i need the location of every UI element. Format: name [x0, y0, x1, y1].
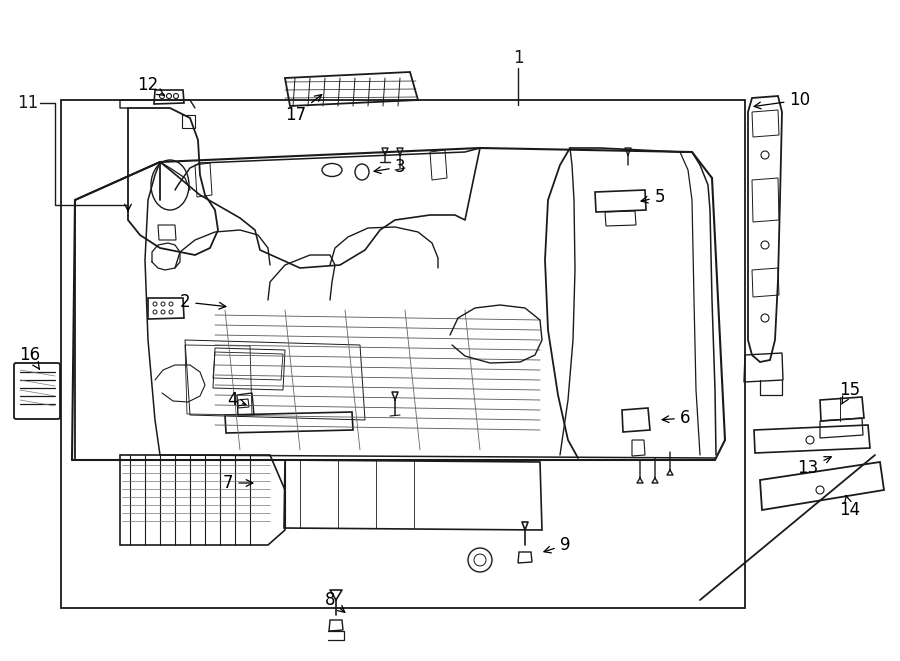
Text: 10: 10 — [754, 91, 811, 109]
Text: 12: 12 — [138, 76, 164, 95]
Text: 3: 3 — [374, 158, 405, 176]
Text: 4: 4 — [227, 391, 246, 409]
Text: 15: 15 — [840, 381, 860, 405]
Text: 7: 7 — [223, 474, 253, 492]
Text: 16: 16 — [20, 346, 40, 369]
Text: 11: 11 — [17, 94, 39, 112]
Text: 6: 6 — [662, 409, 690, 427]
Text: 2: 2 — [180, 293, 226, 311]
Text: 9: 9 — [544, 536, 571, 554]
Text: 5: 5 — [641, 188, 665, 206]
Text: 8: 8 — [325, 591, 345, 612]
Text: 13: 13 — [797, 457, 832, 477]
Text: 17: 17 — [285, 95, 321, 124]
Bar — [61, 100, 745, 608]
Text: 1: 1 — [513, 49, 523, 67]
Text: 14: 14 — [840, 495, 860, 519]
